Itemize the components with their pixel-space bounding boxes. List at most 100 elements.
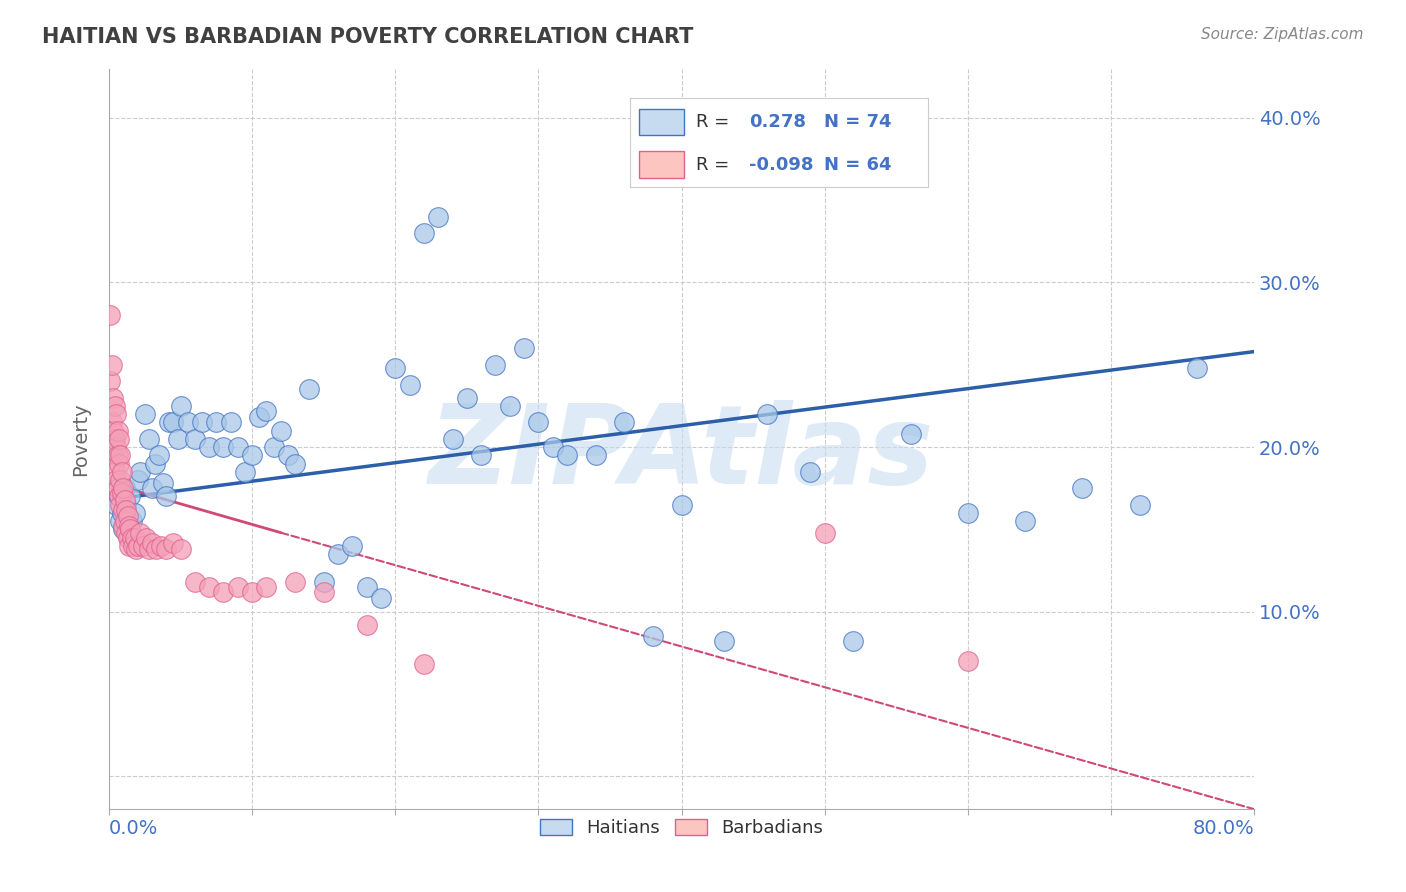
Point (184, 432, 207, 446)
Point (270, 424, 292, 438)
Point (108, 457, 131, 471)
Point (135, 531, 157, 545)
Point (111, 506, 134, 520)
Point (613, 416, 636, 430)
Point (105, 473, 128, 487)
Point (141, 535, 163, 549)
Point (277, 448, 299, 462)
Point (110, 473, 132, 487)
Point (107, 481, 129, 495)
Point (541, 440, 564, 454)
Point (814, 525, 837, 540)
Point (118, 539, 141, 553)
Point (115, 502, 138, 516)
Point (555, 448, 578, 462)
Point (112, 502, 135, 516)
Point (198, 440, 221, 454)
Point (107, 448, 129, 462)
Point (298, 383, 321, 397)
Point (226, 440, 249, 454)
Point (184, 574, 207, 589)
Point (152, 476, 174, 491)
Point (145, 542, 167, 557)
Point (256, 580, 278, 594)
Point (356, 580, 378, 594)
Point (212, 440, 235, 454)
Point (125, 542, 148, 557)
Point (120, 522, 142, 536)
Point (177, 416, 200, 430)
Point (226, 580, 249, 594)
Point (585, 448, 607, 462)
Point (105, 440, 128, 454)
Point (157, 416, 180, 430)
Point (956, 506, 979, 520)
Point (115, 525, 138, 540)
Point (166, 432, 188, 446)
Point (1071, 481, 1094, 495)
Point (129, 465, 152, 479)
Point (427, 210, 450, 224)
Point (132, 539, 155, 553)
Point (956, 654, 979, 668)
Point (412, 657, 434, 672)
Point (191, 416, 214, 430)
Point (370, 591, 392, 606)
Point (120, 490, 142, 504)
Point (111, 486, 134, 500)
Point (138, 542, 160, 557)
Point (110, 514, 132, 528)
Point (219, 416, 242, 430)
Point (104, 465, 127, 479)
Point (205, 416, 228, 430)
Point (441, 432, 464, 446)
Point (1014, 514, 1036, 528)
Point (713, 634, 735, 648)
Point (103, 391, 125, 405)
Point (104, 432, 127, 446)
Text: 80.0%: 80.0% (1192, 819, 1254, 838)
Point (398, 377, 420, 392)
Text: Source: ZipAtlas.com: Source: ZipAtlas.com (1201, 27, 1364, 42)
Point (456, 391, 478, 405)
Point (263, 440, 285, 454)
Point (312, 574, 335, 589)
Point (155, 542, 177, 557)
Point (842, 634, 865, 648)
Point (112, 519, 135, 533)
Point (103, 448, 125, 462)
Point (412, 226, 434, 240)
Point (118, 522, 141, 536)
Point (799, 465, 821, 479)
Point (256, 404, 278, 418)
Point (114, 492, 136, 507)
Point (115, 498, 138, 512)
Point (129, 525, 152, 540)
Point (124, 506, 146, 520)
Point (121, 531, 143, 545)
Point (122, 539, 145, 553)
Point (117, 531, 139, 545)
Point (233, 465, 256, 479)
Point (121, 514, 143, 528)
Point (105, 407, 128, 421)
Point (107, 424, 129, 438)
Point (141, 481, 163, 495)
Point (117, 509, 139, 524)
Point (284, 457, 307, 471)
Point (143, 457, 166, 471)
Point (284, 574, 307, 589)
Point (124, 531, 146, 545)
Point (112, 481, 135, 495)
Point (247, 410, 270, 425)
Point (212, 585, 235, 599)
Text: HAITIAN VS BARBADIAN POVERTY CORRELATION CHART: HAITIAN VS BARBADIAN POVERTY CORRELATION… (42, 27, 693, 46)
Point (110, 498, 132, 512)
Point (342, 539, 364, 553)
Point (149, 539, 172, 553)
Point (1129, 498, 1152, 512)
Point (108, 432, 131, 446)
Point (756, 407, 779, 421)
Point (198, 580, 221, 594)
Y-axis label: Poverty: Poverty (72, 402, 90, 475)
